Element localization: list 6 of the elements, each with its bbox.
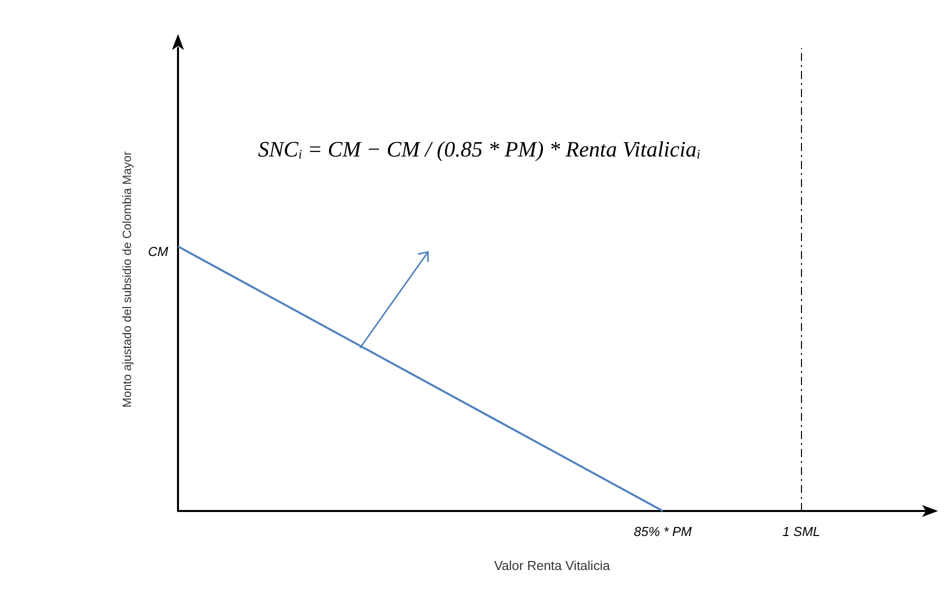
y-axis-title: Monto ajustado del subsidio de Colombia Mayor bbox=[120, 151, 134, 408]
x-tick-label: 1 SML bbox=[782, 524, 820, 539]
x-tick-label: 85% * PM bbox=[634, 524, 692, 539]
x-axis-title: Valor Renta Vitalicia bbox=[494, 558, 611, 573]
text: CM bbox=[148, 244, 168, 259]
text: SNCi = CM − CM / (0.85 * PM) * Renta Vitaliciai bbox=[258, 136, 701, 162]
